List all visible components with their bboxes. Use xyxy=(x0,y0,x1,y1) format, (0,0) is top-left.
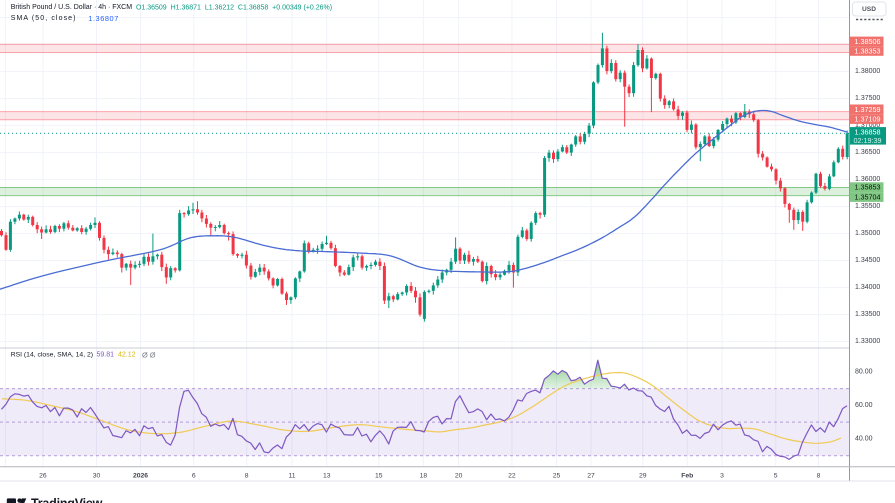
svg-text:3: 3 xyxy=(720,472,724,479)
svg-text:02:19:39: 02:19:39 xyxy=(854,136,882,145)
svg-text:1.37259: 1.37259 xyxy=(855,105,881,114)
svg-text:1.37109: 1.37109 xyxy=(855,115,881,124)
svg-text:1.38506: 1.38506 xyxy=(855,37,881,46)
svg-text:1.36000: 1.36000 xyxy=(855,176,880,183)
svg-text:Feb: Feb xyxy=(681,472,693,479)
svg-text:26: 26 xyxy=(39,472,47,479)
svg-text:8: 8 xyxy=(817,472,821,479)
svg-text:30: 30 xyxy=(93,472,101,479)
svg-text:18: 18 xyxy=(420,472,428,479)
svg-text:5: 5 xyxy=(774,472,778,479)
svg-text:1.36807: 1.36807 xyxy=(88,14,119,23)
svg-text:TradingView: TradingView xyxy=(31,497,103,503)
svg-text:1.34000: 1.34000 xyxy=(855,284,880,291)
svg-text:1.36858: 1.36858 xyxy=(855,127,881,136)
svg-text:29: 29 xyxy=(639,472,647,479)
svg-text:2026: 2026 xyxy=(133,472,148,479)
svg-text:1.38353: 1.38353 xyxy=(855,47,881,56)
svg-text:80.00: 80.00 xyxy=(855,368,873,375)
svg-text:1.33000: 1.33000 xyxy=(855,338,880,345)
svg-text:USD: USD xyxy=(862,6,876,13)
svg-text:60.00: 60.00 xyxy=(855,402,873,409)
svg-text:40.00: 40.00 xyxy=(855,435,873,442)
svg-text:1.35704: 1.35704 xyxy=(855,193,881,202)
svg-text:RSI (14, close, SMA, 14, 2): RSI (14, close, SMA, 14, 2) xyxy=(11,352,93,359)
svg-text:20: 20 xyxy=(455,472,463,479)
svg-text:1.34500: 1.34500 xyxy=(855,257,880,264)
svg-text:42.12: 42.12 xyxy=(118,352,136,359)
svg-text:13: 13 xyxy=(323,472,331,479)
svg-text:1.33500: 1.33500 xyxy=(855,311,880,318)
svg-text:25: 25 xyxy=(553,472,561,479)
svg-text:59.81: 59.81 xyxy=(97,352,115,359)
svg-text:8: 8 xyxy=(245,472,249,479)
svg-text:1.37500: 1.37500 xyxy=(855,95,880,102)
svg-text:1.37000: 1.37000 xyxy=(855,122,880,129)
svg-text:1.35853: 1.35853 xyxy=(855,183,881,192)
svg-text:22: 22 xyxy=(508,472,516,479)
svg-text:1.35500: 1.35500 xyxy=(855,203,880,210)
svg-text:SMA (50, close): SMA (50, close) xyxy=(11,15,77,22)
svg-text:Ø Ø: Ø Ø xyxy=(142,351,156,360)
svg-text:1.35000: 1.35000 xyxy=(855,230,880,237)
svg-text:27: 27 xyxy=(587,472,595,479)
svg-text:British Pound / U.S. Dollar ·: British Pound / U.S. Dollar · 4h · FXCM … xyxy=(11,4,332,11)
svg-text:15: 15 xyxy=(375,472,383,479)
svg-text:6: 6 xyxy=(192,472,196,479)
svg-text:1.36500: 1.36500 xyxy=(855,149,880,156)
svg-text:11: 11 xyxy=(288,472,295,479)
svg-text:1.38000: 1.38000 xyxy=(855,68,880,75)
